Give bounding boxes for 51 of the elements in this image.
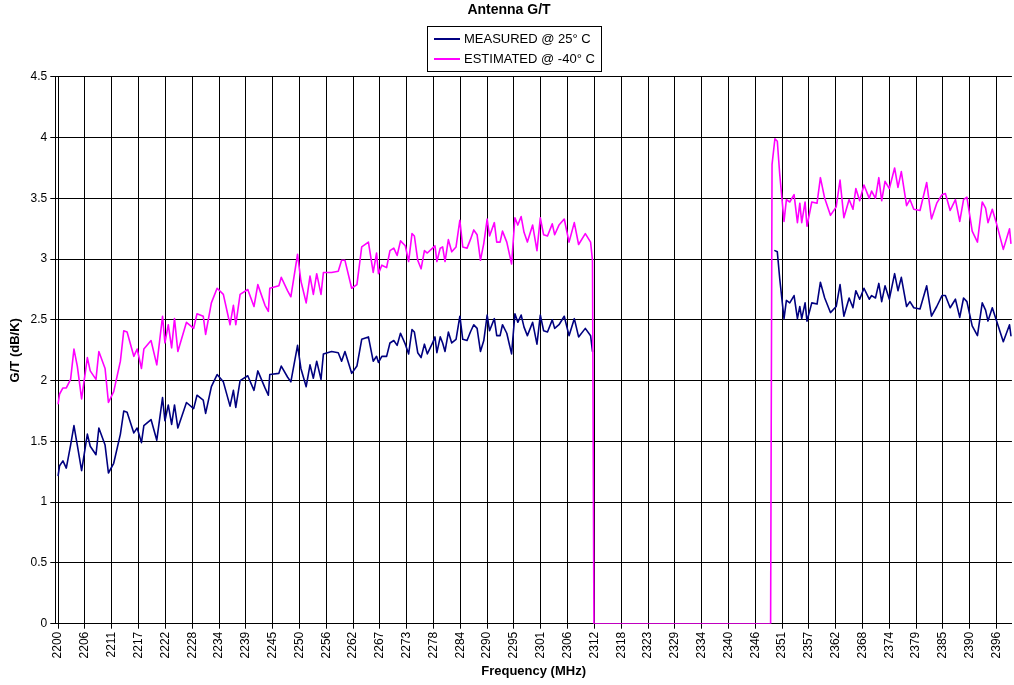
x-tick-label: 2290 (479, 631, 494, 659)
y-tick-label: 0.5 (30, 555, 48, 570)
y-tick-label: 0 (40, 616, 48, 631)
x-tick-label: 2206 (77, 631, 92, 659)
y-tick-label: 3 (40, 251, 48, 266)
x-tick-label: 2334 (693, 631, 708, 659)
x-tick-label: 2200 (50, 631, 65, 659)
y-tick-label: 1 (40, 494, 48, 509)
x-tick-label: 2312 (586, 631, 601, 659)
x-tick-label: 2390 (962, 631, 977, 659)
legend-label: MEASURED @ 25° C (464, 30, 591, 48)
x-tick-label: 2262 (345, 631, 360, 659)
x-tick-label: 2385 (935, 631, 950, 659)
legend-label: ESTIMATED @ -40° C (464, 50, 595, 68)
x-tick-label: 2217 (130, 631, 145, 659)
x-tick-label: 2318 (613, 631, 628, 659)
x-tick-label: 2351 (774, 631, 789, 659)
x-tick-label: 2329 (667, 631, 682, 659)
x-tick-label: 2211 (104, 631, 119, 658)
x-tick-label: 2245 (264, 631, 279, 659)
x-tick-label: 2357 (801, 631, 816, 659)
x-tick-label: 2301 (533, 631, 548, 659)
x-tick-label: 2239 (238, 631, 253, 659)
y-tick-label: 2.5 (30, 312, 48, 327)
x-tick-label: 2346 (747, 631, 762, 659)
y-axis-title: G/T (dB/K) (7, 318, 23, 383)
y-tick-label: 1.5 (30, 433, 48, 448)
x-tick-label: 2267 (372, 631, 387, 659)
x-tick-label: 2250 (291, 631, 306, 659)
x-tick-label: 2228 (184, 631, 199, 659)
x-tick-label: 2340 (720, 631, 735, 659)
x-tick-label: 2374 (881, 631, 896, 659)
y-tick-label: 3.5 (30, 190, 48, 205)
y-tick-label: 2 (40, 372, 48, 387)
x-tick-label: 2284 (452, 631, 467, 659)
x-tick-label: 2234 (211, 631, 226, 659)
x-axis-title: Frequency (MHz) (481, 662, 586, 678)
x-tick-label: 2278 (425, 631, 440, 659)
x-tick-label: 2306 (559, 631, 574, 659)
x-tick-label: 2379 (908, 631, 923, 659)
y-tick-label: 4.5 (30, 69, 48, 84)
chart-title: Antenna G/T (467, 1, 552, 18)
x-tick-label: 2368 (854, 631, 869, 659)
x-tick-label: 2222 (157, 631, 172, 659)
x-tick-label: 2323 (640, 631, 655, 659)
x-tick-label: 2273 (399, 631, 414, 659)
x-tick-label: 2396 (988, 631, 1003, 659)
x-tick-label: 2295 (506, 631, 521, 659)
x-tick-label: 2362 (828, 631, 843, 659)
y-tick-label: 4 (40, 129, 48, 144)
x-tick-label: 2256 (318, 631, 333, 659)
